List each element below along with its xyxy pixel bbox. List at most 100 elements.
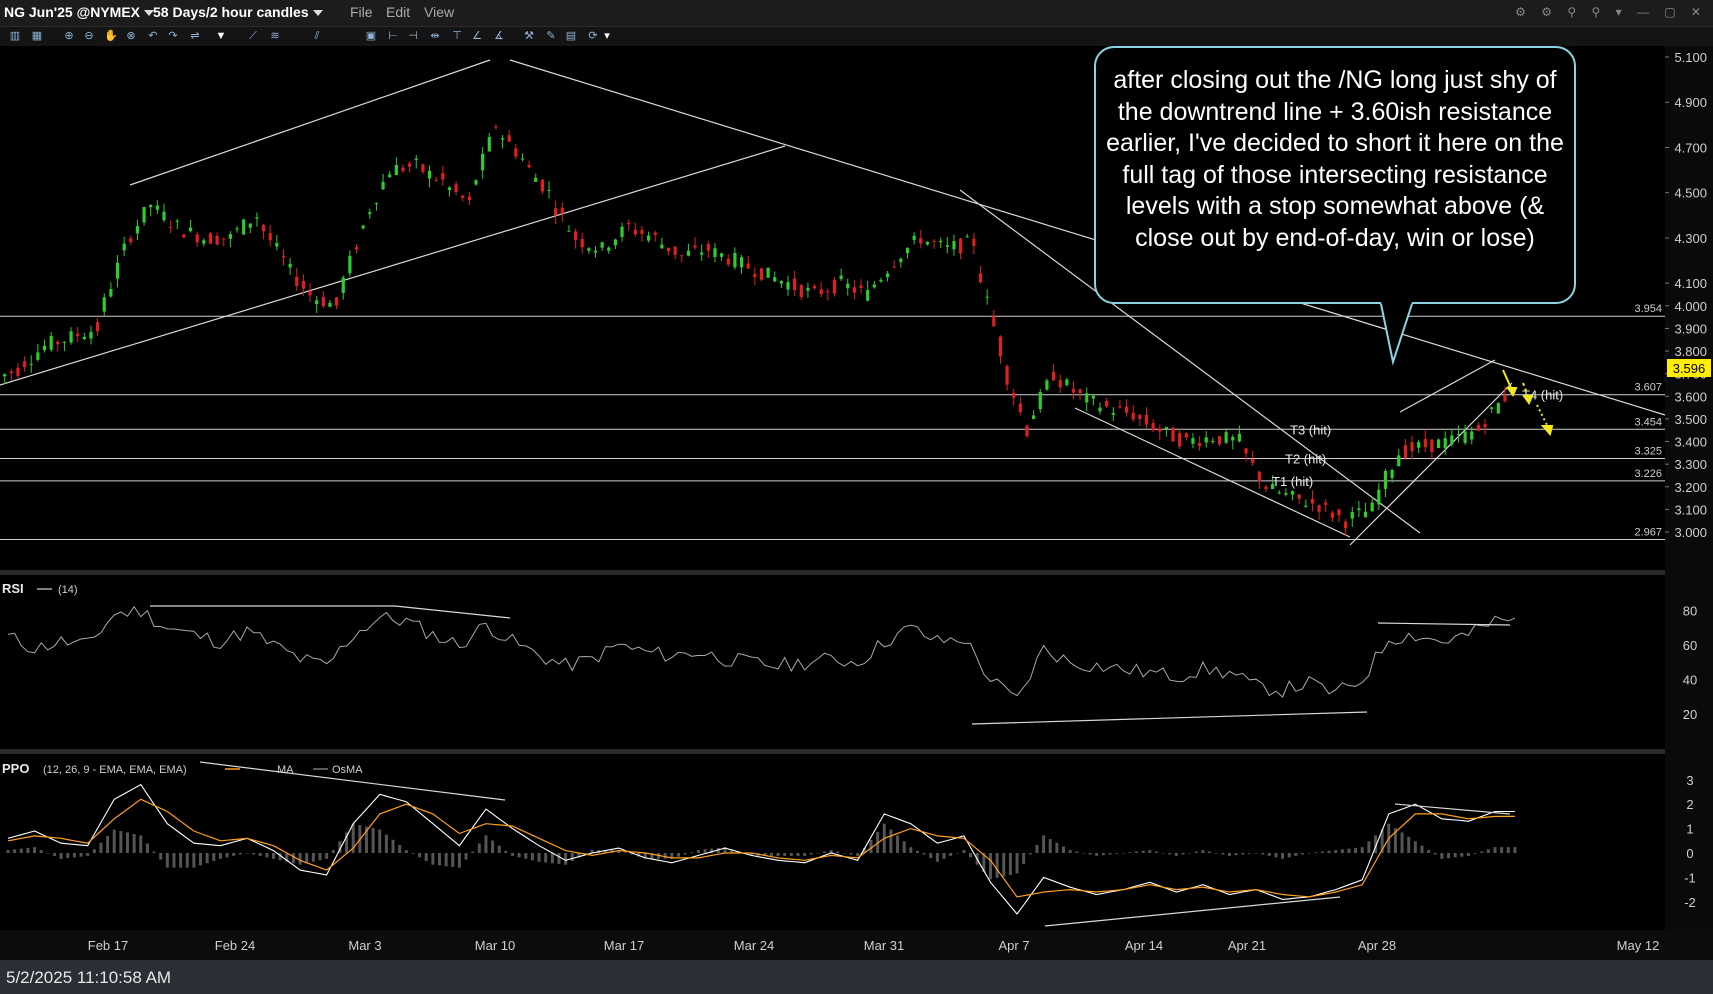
candle-body [905,247,910,254]
candle-body [261,225,266,232]
zoom-out-icon[interactable]: ⊖ [84,30,94,42]
osma-bar [550,852,554,864]
candle-body [706,244,710,251]
osma-bar [46,852,50,854]
osma-bar [896,835,900,853]
osma-bar [1261,852,1265,855]
candle-body [534,177,538,182]
candle-body [1124,406,1129,413]
candle-body [1304,505,1308,507]
last-price-tag: 3.596 [1667,359,1711,377]
candle-body [912,235,916,240]
osma-bar [590,850,594,853]
fib-icon[interactable]: ≋ [270,30,280,42]
osma-bar [1154,851,1158,853]
candle-body [188,227,193,232]
level-label: 3.954 [1634,303,1662,315]
trendline-upper-channel [129,59,491,186]
osma-bar [1254,852,1258,854]
refresh-icon[interactable]: ⟳ [588,30,598,42]
crosshair-icon[interactable]: ⊗ [126,30,136,42]
menu-view[interactable]: View [424,4,455,20]
arrow-down-1 [1502,369,1513,391]
template-icon[interactable]: ▤ [565,30,577,42]
bar-chart-icon[interactable]: ▦ [31,30,43,42]
zoom-in-icon[interactable]: ⊕ [64,30,74,42]
candle-body [29,363,33,365]
chart-type-icon[interactable]: ▥ [9,30,21,42]
channel-icon[interactable]: ⫽ [314,30,320,42]
osma-bar [1320,851,1324,853]
osma-bar [1506,847,1510,853]
period-selector[interactable]: 58 Days/2 hour candles [153,4,323,20]
ruler-icon[interactable]: ∡ [494,30,504,42]
price-tick-label: 3.200 [1674,480,1707,495]
chevron-down-icon[interactable]: ▾ [604,30,610,42]
rising-channel-lower [1349,382,1513,546]
candle-body [1231,436,1235,441]
osma-bar [1493,847,1497,853]
undo-icon[interactable]: ↶ [148,30,158,42]
candle-body [1463,431,1467,443]
range-icon[interactable]: ⇹ [430,30,440,42]
candle-body [759,268,764,280]
candle-body [1483,424,1487,428]
osma-bar [285,852,289,862]
osma-bar [1393,828,1397,853]
measure-icon[interactable]: ⊣ [408,30,418,42]
candle-body [1423,438,1427,448]
osma-bar [199,852,203,866]
arrow-down-3 [1536,404,1549,428]
candle-body [600,242,604,248]
date-tick-label: Apr 28 [1358,938,1396,953]
candle-body [1383,470,1388,489]
rsi-line [7,605,1516,698]
hand-icon[interactable]: ✋ [104,30,118,42]
level-label: 3.226 [1634,468,1662,480]
menu-edit[interactable]: Edit [386,4,411,20]
window-controls[interactable]: ⚙ ⚙ ⚲ ⚲ ▾ — ▢ ✕ [1515,5,1707,19]
candle-body [182,234,186,238]
candle-body [965,236,969,238]
arrow-tool-icon[interactable]: ▼ [215,30,227,42]
candle-body [872,284,876,288]
level-icon[interactable]: ⊤ [452,30,462,42]
trendline-icon[interactable]: ⟋ [249,30,257,42]
osma-bar [530,852,534,861]
osma-bar [1466,852,1470,856]
sync-icon[interactable]: ⇌ [190,30,200,42]
osma-bar [272,852,276,859]
candle-body [381,181,385,190]
redo-icon[interactable]: ↷ [168,30,178,42]
osma-bar [1294,852,1298,856]
osma-bar [730,849,734,853]
candle-body [1085,393,1089,403]
osma-bar [643,852,647,859]
pencil-icon[interactable]: ✎ [546,30,556,42]
cursor-icon[interactable]: ⊢ [388,30,398,42]
candle-body [394,165,398,175]
candle-body [799,285,803,298]
candle-body [1032,415,1036,420]
osma-bar [298,852,302,865]
select-icon[interactable]: ▣ [365,30,377,42]
settings-icon[interactable]: ⚒ [524,30,534,42]
osma-bar [750,852,753,856]
date-tick-label: Mar 31 [864,938,904,953]
candle-body [720,253,724,257]
ma-legend-label: MA [277,764,294,776]
candle-body [959,238,963,254]
candle-body [1164,427,1168,430]
osma-bar [79,852,83,857]
osma-bar [152,851,156,853]
candle-body [992,316,996,327]
angle-icon[interactable]: ∠ [472,30,482,42]
candle-body [401,167,405,172]
osma-bar [72,852,76,858]
menu-file[interactable]: File [350,4,373,20]
rsi-tick-label: 40 [1683,673,1697,688]
candle-body [374,203,379,205]
osma-bar [1327,850,1331,853]
time-axis-labels: Feb 17 Feb 24 Mar 3 Mar 10 Mar 17 Mar 24 Mar 3… [88,938,1660,953]
symbol-selector[interactable]: NG Jun'25 @NYMEX [4,4,155,20]
